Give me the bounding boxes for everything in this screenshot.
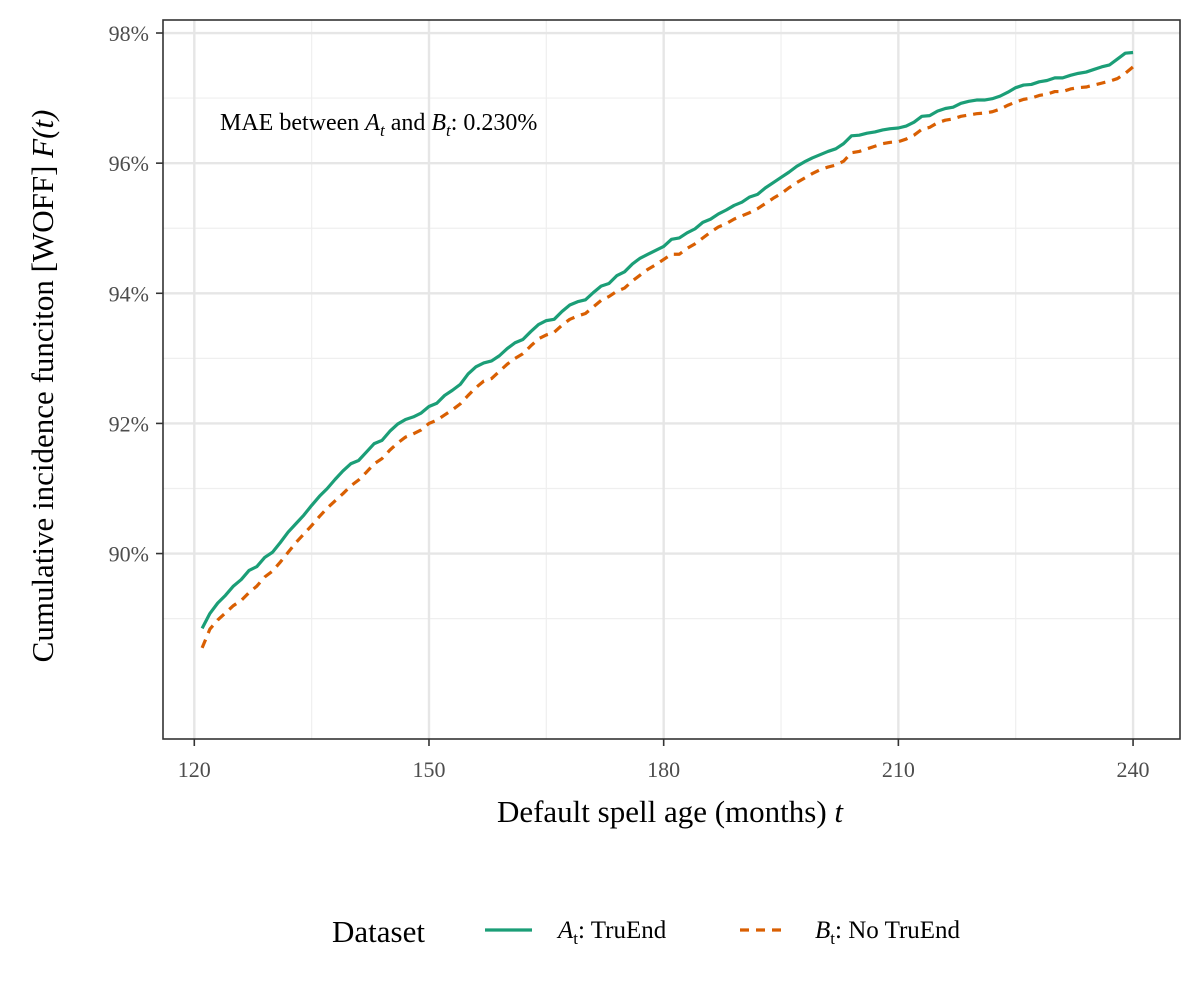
x-tick-label: 180 xyxy=(647,757,680,782)
y-tick-label: 96% xyxy=(109,151,149,176)
x-axis-title: Default spell age (months) t xyxy=(497,794,844,829)
series-layer xyxy=(200,50,1135,649)
x-tick-label: 120 xyxy=(178,757,211,782)
plot-panel-border xyxy=(162,19,1181,740)
legend-title: Dataset xyxy=(332,914,425,949)
y-tick-label: 94% xyxy=(109,281,149,306)
mae-annotation: MAE between At and Bt: 0.230% xyxy=(220,110,537,140)
legend: Dataset At: TruEnd Bt: No TruEnd xyxy=(332,914,961,949)
x-axis-ticks: 120 150 180 210 240 xyxy=(178,739,1150,782)
y-tick-label: 98% xyxy=(109,21,149,46)
y-tick-label: 90% xyxy=(109,542,149,567)
y-tick-label: 92% xyxy=(109,411,149,436)
legend-label-no-truend: Bt: No TruEnd xyxy=(815,917,961,948)
y-axis-title: Cumulative incidence funciton [WOFF] F(t… xyxy=(25,110,60,663)
series-line-no-truend xyxy=(200,65,1135,649)
x-tick-label: 210 xyxy=(882,757,915,782)
y-axis-ticks: 90% 92% 94% 96% 98% xyxy=(109,21,163,567)
major-grid xyxy=(163,20,1180,739)
minor-grid xyxy=(163,20,1180,739)
legend-label-truend: At: TruEnd xyxy=(556,917,667,948)
x-tick-label: 150 xyxy=(412,757,445,782)
x-tick-label: 240 xyxy=(1117,757,1150,782)
series-line-truend xyxy=(200,50,1134,630)
